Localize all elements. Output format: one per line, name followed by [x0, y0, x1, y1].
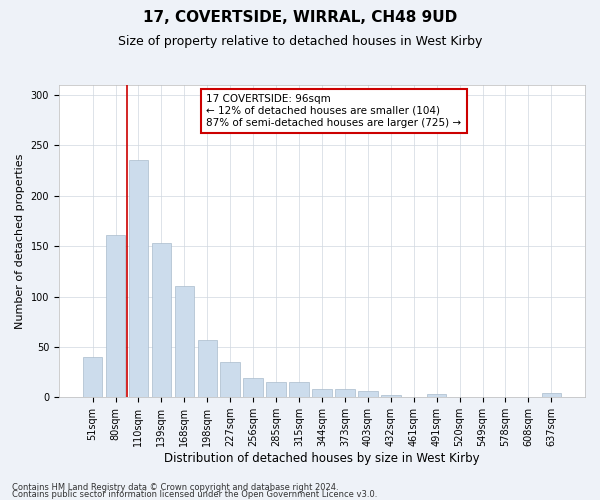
Bar	[542, 393, 561, 397]
Bar	[312, 389, 332, 397]
Bar	[381, 395, 401, 397]
Bar	[289, 382, 309, 397]
Text: 17 COVERTSIDE: 96sqm
← 12% of detached houses are smaller (104)
87% of semi-deta: 17 COVERTSIDE: 96sqm ← 12% of detached h…	[206, 94, 461, 128]
X-axis label: Distribution of detached houses by size in West Kirby: Distribution of detached houses by size …	[164, 452, 480, 465]
Y-axis label: Number of detached properties: Number of detached properties	[15, 154, 25, 329]
Bar	[427, 394, 446, 397]
Text: 17, COVERTSIDE, WIRRAL, CH48 9UD: 17, COVERTSIDE, WIRRAL, CH48 9UD	[143, 10, 457, 25]
Bar	[358, 391, 377, 397]
Bar	[197, 340, 217, 397]
Bar	[266, 382, 286, 397]
Text: Size of property relative to detached houses in West Kirby: Size of property relative to detached ho…	[118, 35, 482, 48]
Bar	[175, 286, 194, 397]
Text: Contains HM Land Registry data © Crown copyright and database right 2024.: Contains HM Land Registry data © Crown c…	[12, 484, 338, 492]
Bar	[244, 378, 263, 397]
Text: Contains public sector information licensed under the Open Government Licence v3: Contains public sector information licen…	[12, 490, 377, 499]
Bar	[152, 243, 171, 397]
Bar	[106, 235, 125, 397]
Bar	[128, 160, 148, 397]
Bar	[220, 362, 240, 397]
Bar	[335, 389, 355, 397]
Bar	[83, 357, 103, 397]
